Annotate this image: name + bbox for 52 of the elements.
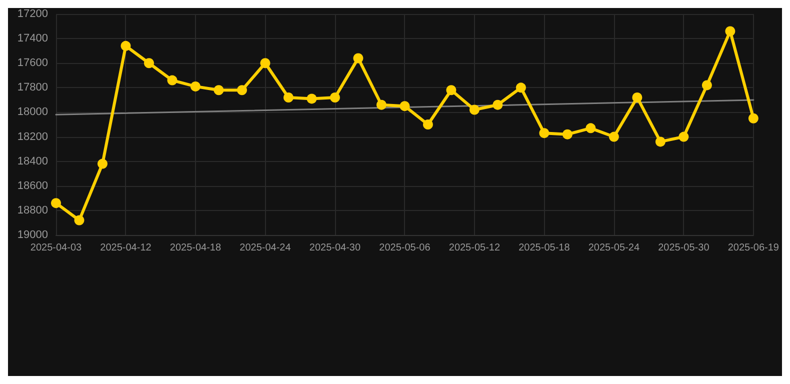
x-tick-label: 2025-04-03 — [30, 242, 82, 254]
point — [748, 113, 758, 124]
x-tick-label: 2025-05-18 — [518, 242, 570, 254]
y-tick-label: 19000 — [17, 229, 48, 241]
x-tick-label: 2025-04-12 — [100, 242, 152, 254]
y-tick-label: 18600 — [17, 180, 48, 192]
point — [400, 101, 410, 112]
point — [539, 128, 550, 138]
y-tick-label: 18800 — [17, 204, 48, 216]
x-tick-label: 2025-06-19 — [728, 242, 780, 254]
point — [376, 100, 386, 110]
point — [516, 82, 526, 93]
point — [144, 58, 154, 68]
point — [74, 215, 84, 226]
point — [702, 80, 712, 90]
x-tick-label: 2025-04-30 — [309, 242, 361, 254]
point — [725, 26, 736, 36]
point — [655, 136, 666, 147]
point — [608, 132, 619, 142]
point — [236, 85, 247, 96]
point — [214, 85, 224, 96]
point — [678, 132, 689, 142]
point — [562, 129, 572, 140]
y-tick-label: 18200 — [17, 130, 48, 143]
point — [586, 123, 596, 134]
y-tick-label: 17800 — [17, 82, 48, 94]
point — [306, 94, 317, 104]
y-tick-label: 18000 — [17, 106, 48, 118]
point — [98, 158, 108, 169]
x-tick-label: 2025-04-24 — [240, 242, 292, 254]
x-tick-label: 2025-05-30 — [658, 242, 710, 254]
point — [120, 40, 131, 51]
point — [469, 104, 480, 115]
point — [446, 85, 456, 96]
x-tick-label: 2025-04-18 — [170, 242, 222, 254]
y-tick-label: 17400 — [17, 32, 48, 45]
point — [283, 92, 294, 102]
y-tick-label: 17600 — [17, 57, 48, 70]
point — [330, 92, 340, 102]
point — [190, 81, 200, 92]
point — [492, 100, 503, 110]
point — [51, 198, 61, 208]
point — [632, 92, 642, 102]
y-tick-label: 17200 — [17, 8, 48, 20]
y-tick-label: 18400 — [17, 155, 48, 168]
point — [260, 58, 270, 68]
x-tick-label: 2025-05-06 — [379, 242, 431, 254]
point — [422, 120, 433, 130]
x-tick-label: 2025-05-24 — [588, 242, 640, 254]
point — [353, 53, 364, 64]
point — [167, 75, 178, 86]
x-tick-label: 2025-05-12 — [448, 242, 500, 254]
